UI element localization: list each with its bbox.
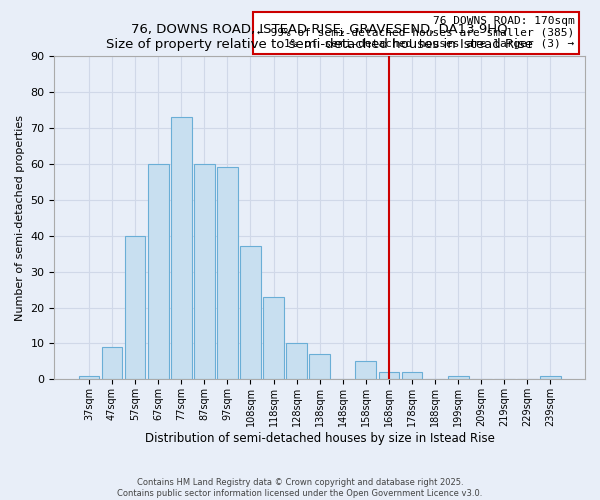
- Text: 76 DOWNS ROAD: 170sqm
← 99% of semi-detached houses are smaller (385)
1% of semi: 76 DOWNS ROAD: 170sqm ← 99% of semi-deta…: [257, 16, 574, 50]
- Y-axis label: Number of semi-detached properties: Number of semi-detached properties: [15, 114, 25, 320]
- Bar: [171, 117, 191, 380]
- Bar: [79, 376, 99, 380]
- Bar: [240, 246, 261, 380]
- Bar: [401, 372, 422, 380]
- Bar: [355, 362, 376, 380]
- Bar: [286, 344, 307, 380]
- Bar: [379, 372, 400, 380]
- Bar: [310, 354, 330, 380]
- Bar: [194, 164, 215, 380]
- Bar: [148, 164, 169, 380]
- Bar: [217, 168, 238, 380]
- X-axis label: Distribution of semi-detached houses by size in Istead Rise: Distribution of semi-detached houses by …: [145, 432, 494, 445]
- Text: Contains HM Land Registry data © Crown copyright and database right 2025.
Contai: Contains HM Land Registry data © Crown c…: [118, 478, 482, 498]
- Bar: [448, 376, 469, 380]
- Bar: [101, 347, 122, 380]
- Bar: [540, 376, 561, 380]
- Title: 76, DOWNS ROAD, ISTEAD RISE, GRAVESEND, DA13 9HQ
Size of property relative to se: 76, DOWNS ROAD, ISTEAD RISE, GRAVESEND, …: [106, 22, 533, 50]
- Bar: [125, 236, 145, 380]
- Bar: [263, 297, 284, 380]
